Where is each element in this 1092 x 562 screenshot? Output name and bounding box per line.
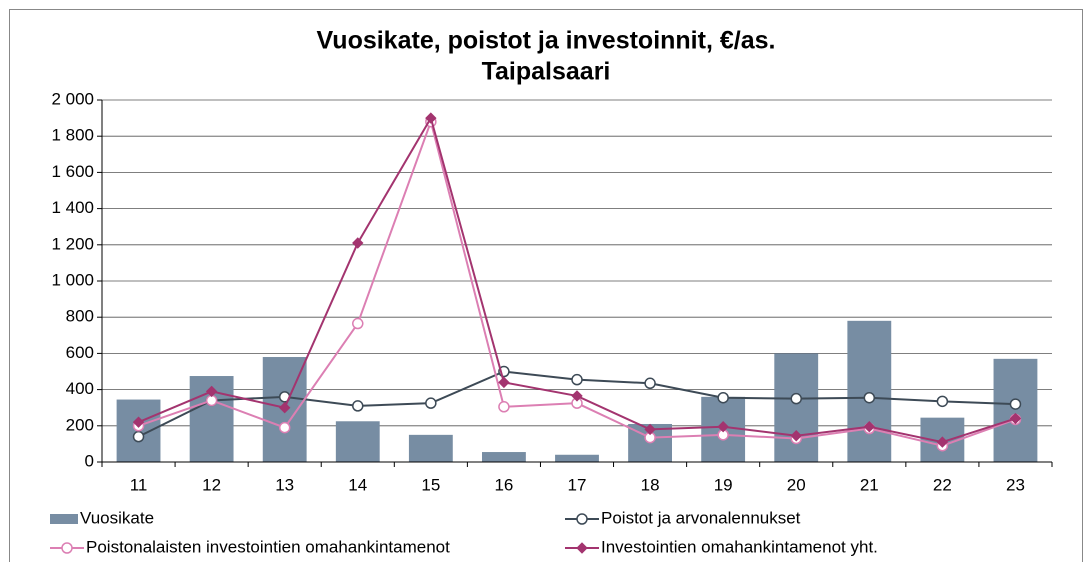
legend-swatch	[50, 514, 78, 524]
bar	[555, 454, 599, 462]
bar	[335, 421, 380, 462]
y-tick-label: 600	[66, 343, 94, 362]
marker	[352, 317, 364, 330]
legend-marker	[576, 542, 588, 554]
marker	[863, 391, 876, 404]
marker	[790, 430, 802, 442]
y-tick-label: 1 800	[51, 126, 94, 145]
y-tick-label: 400	[66, 379, 94, 398]
legend-label: Poistonalaisten investointien omahankint…	[86, 537, 450, 556]
bar	[408, 434, 453, 462]
marker	[132, 430, 145, 443]
marker	[498, 401, 510, 413]
x-tick-label: 14	[348, 475, 367, 494]
marker	[132, 416, 145, 428]
marker	[352, 400, 364, 412]
legend-marker	[61, 542, 73, 554]
x-tick-label: 13	[275, 475, 294, 494]
marker	[936, 395, 949, 408]
marker	[936, 436, 949, 448]
marker	[571, 390, 583, 402]
x-tick-label: 19	[714, 475, 733, 494]
marker	[352, 237, 364, 249]
chart-border	[9, 9, 1083, 562]
x-tick-label: 22	[933, 475, 952, 494]
legend-label: Vuosikate	[80, 508, 154, 527]
y-tick-label: 800	[66, 307, 94, 326]
legend-marker	[576, 513, 588, 525]
legend-label: Investointien omahankintamenot yht.	[601, 537, 878, 556]
x-tick-label: 16	[494, 475, 513, 494]
x-tick-label: 23	[1006, 475, 1025, 494]
marker	[205, 385, 218, 398]
x-tick-label: 11	[130, 475, 148, 494]
marker	[717, 391, 729, 404]
y-tick-label: 200	[66, 415, 94, 434]
bar	[482, 452, 526, 462]
marker	[790, 392, 802, 405]
y-tick-label: 2 000	[51, 89, 94, 108]
marker	[644, 423, 656, 436]
x-tick-label: 15	[421, 475, 440, 494]
marker	[425, 397, 437, 409]
y-tick-label: 0	[85, 451, 94, 470]
x-tick-label: 12	[202, 475, 221, 494]
legend-label: Poistot ja arvonalennukset	[601, 508, 801, 527]
y-tick-label: 1 600	[51, 162, 94, 181]
marker	[863, 420, 876, 433]
x-tick-label: 17	[568, 475, 587, 494]
chart-title: Vuosikate, poistot ja investoinnit, €/as…	[317, 27, 776, 55]
x-tick-label: 20	[787, 475, 806, 494]
y-tick-label: 1 400	[51, 198, 94, 217]
marker	[278, 401, 291, 414]
x-tick-label: 21	[860, 475, 879, 494]
marker	[717, 420, 729, 433]
marker	[278, 421, 291, 434]
marker	[1009, 398, 1022, 410]
marker	[1009, 412, 1022, 425]
y-tick-label: 1 200	[51, 234, 94, 253]
y-tick-label: 1 000	[51, 270, 94, 289]
marker	[498, 376, 510, 389]
bar	[774, 353, 819, 462]
marker	[425, 112, 437, 124]
bar	[993, 358, 1038, 462]
chart-subtitle: Taipalsaari	[482, 58, 611, 86]
bar	[847, 320, 892, 462]
x-tick-label: 18	[641, 475, 660, 494]
marker	[571, 373, 583, 386]
marker	[644, 377, 656, 390]
